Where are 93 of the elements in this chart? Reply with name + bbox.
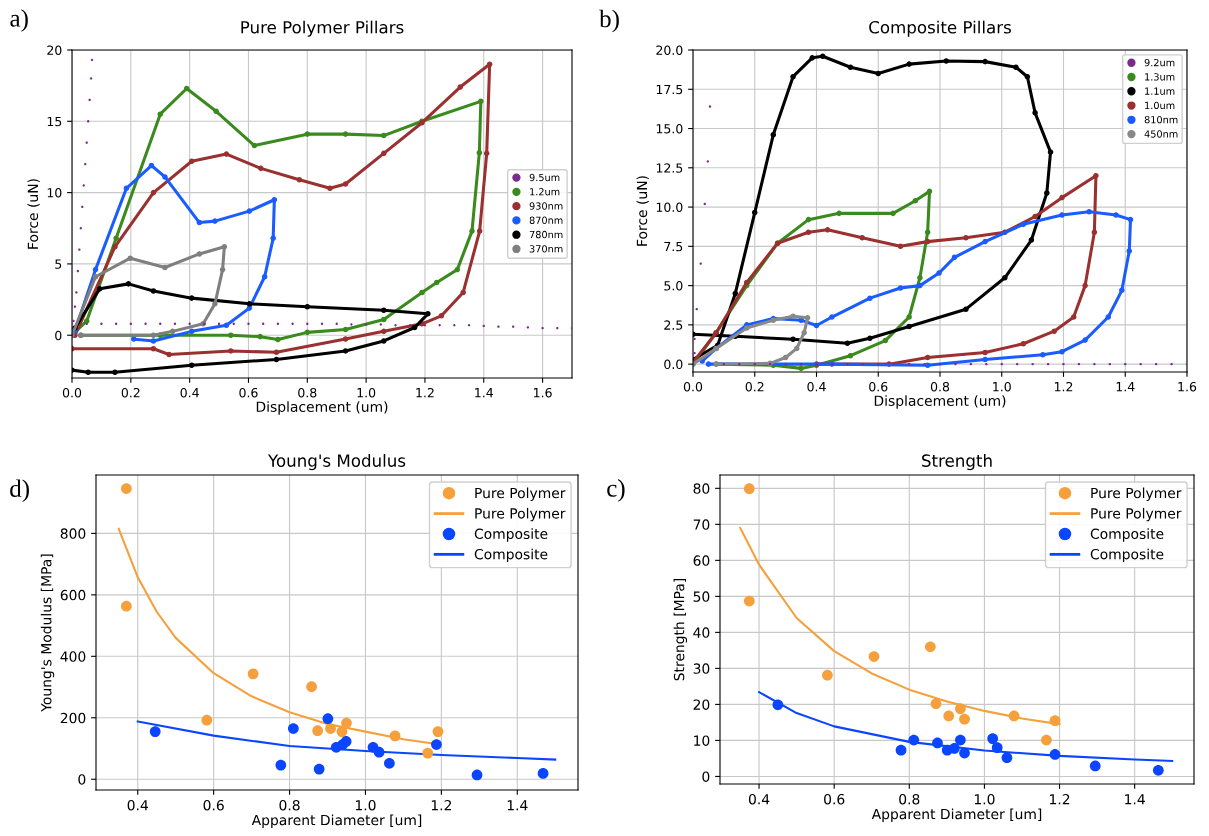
x-tick-label: 1.2 <box>416 387 434 398</box>
x-axis-title: Apparent Diameter [um] <box>251 814 422 828</box>
y-tick-label: 20 <box>693 699 710 710</box>
x-tick-label: 1.0 <box>974 793 995 805</box>
y-tick-label: 15 <box>47 116 62 127</box>
y-tick-label: 60 <box>693 555 710 566</box>
chart-title: Strength <box>922 454 992 471</box>
x-tick-label: 0.2 <box>745 381 764 392</box>
y-axis-title: Force (uN) <box>636 176 649 246</box>
x-tick-label: 0.4 <box>807 381 826 392</box>
y-tick-label: 400 <box>60 651 86 662</box>
text: a) <box>10 9 28 32</box>
legend-label: Composite <box>474 528 548 542</box>
y-tick-label: 10.0 <box>656 202 683 212</box>
legend-label: 1.2um <box>530 188 560 196</box>
legend-label: Composite <box>1090 528 1164 542</box>
legend-label: 780nm <box>529 230 563 239</box>
y-tick-label: 0 <box>55 330 62 341</box>
x-tick-label: 0.8 <box>899 793 920 805</box>
x-tick-label: 0.6 <box>203 799 224 811</box>
chart-title: Pure Polymer Pillars <box>241 20 404 37</box>
x-tick-label: 0.8 <box>930 381 950 392</box>
x-tick-label: 1.4 <box>1125 794 1145 805</box>
x-tick-label: 0.6 <box>869 381 888 392</box>
y-tick-label: 200 <box>60 712 86 724</box>
legend-label: 870nm <box>529 216 563 224</box>
x-tick-label: 0.4 <box>180 387 199 398</box>
y-axis-title: Strength [MPa] <box>673 578 688 681</box>
legend-label: Pure Polymer <box>475 487 566 501</box>
x-tick-label: 0.8 <box>298 387 317 398</box>
legend-label: Pure Polymer <box>1091 487 1182 501</box>
x-tick-label: 1.6 <box>534 387 552 398</box>
x-tick-label: 1.0 <box>355 799 376 811</box>
x-tick-label: 1.2 <box>431 799 452 811</box>
legend-label: 1.3um <box>1145 73 1175 81</box>
legend-label: 9.5um <box>529 173 560 182</box>
y-tick-label: 800 <box>60 528 86 539</box>
x-tick-label: 0.4 <box>748 793 770 805</box>
chart-title: Composite Pillars <box>869 20 1011 37</box>
y-tick-label: 10 <box>47 188 62 198</box>
x-axis-title: Apparent Diameter [um] <box>871 808 1042 822</box>
x-tick-label: 1.0 <box>357 387 376 398</box>
x-tick-label: 1.0 <box>993 381 1011 392</box>
x-tick-label: 0.6 <box>239 387 258 398</box>
y-tick-label: 5 <box>55 259 62 269</box>
x-tick-label: 1.4 <box>507 800 528 811</box>
x-tick-label: 0.0 <box>683 381 703 392</box>
x-tick-label: 0.8 <box>279 799 300 811</box>
y-tick-label: 600 <box>60 589 86 601</box>
y-tick-label: 2.5 <box>664 320 683 330</box>
legend-label: 9.2um <box>1144 58 1175 67</box>
y-tick-label: 20 <box>47 45 62 55</box>
y-tick-label: 30 <box>693 663 710 674</box>
legend-label: 1.1um <box>1145 87 1175 95</box>
x-tick-label: 1.4 <box>475 388 493 398</box>
x-axis-title: Displacement (um) <box>256 401 388 415</box>
legend-label: Composite <box>1090 548 1164 563</box>
y-tick-label: 50 <box>693 591 710 602</box>
legend-label: Pure Polymer <box>1091 507 1182 522</box>
y-tick-label: 20.0 <box>656 45 683 55</box>
x-tick-label: 1.2 <box>1050 793 1070 805</box>
y-tick-label: 10 <box>694 735 710 746</box>
y-tick-label: 0.0 <box>664 359 683 370</box>
legend-label: 1.0um <box>1145 101 1175 110</box>
text: b) <box>599 9 619 33</box>
y-tick-label: 15.0 <box>656 124 683 134</box>
x-tick-label: 0.6 <box>824 793 845 805</box>
text: c) <box>607 479 625 502</box>
y-tick-label: 12.5 <box>656 163 683 173</box>
y-tick-label: 40 <box>693 627 710 638</box>
x-tick-label: 1.4 <box>1116 382 1135 392</box>
legend-label: 370nm <box>529 245 563 253</box>
x-tick-label: 1.6 <box>1178 381 1197 392</box>
y-axis-title: Young's Modulus [MPa] <box>40 554 55 712</box>
y-tick-label: 7.5 <box>664 241 683 252</box>
legend-label: Pure Polymer <box>475 507 566 522</box>
y-tick-label: 17.5 <box>656 84 683 95</box>
y-tick-label: 5.0 <box>664 281 683 291</box>
legend-label: 450nm <box>1144 130 1178 138</box>
x-tick-label: 0.4 <box>127 799 149 811</box>
y-tick-label: 70 <box>693 519 710 530</box>
y-axis-title: Force (uN) <box>27 179 40 249</box>
y-tick-label: 0 <box>702 771 710 782</box>
x-axis-title: Displacement (um) <box>874 395 1006 409</box>
legend-label: 930nm <box>529 202 563 210</box>
text: d) <box>10 479 29 503</box>
legend-label: 810nm <box>1144 116 1178 124</box>
chart-title: Young's Modulus <box>267 454 406 471</box>
y-tick-label: 0 <box>78 774 86 785</box>
y-tick-label: 80 <box>693 483 710 494</box>
x-tick-label: 0.2 <box>121 387 140 398</box>
legend-label: Composite <box>474 548 548 563</box>
x-tick-label: 1.2 <box>1054 381 1073 392</box>
